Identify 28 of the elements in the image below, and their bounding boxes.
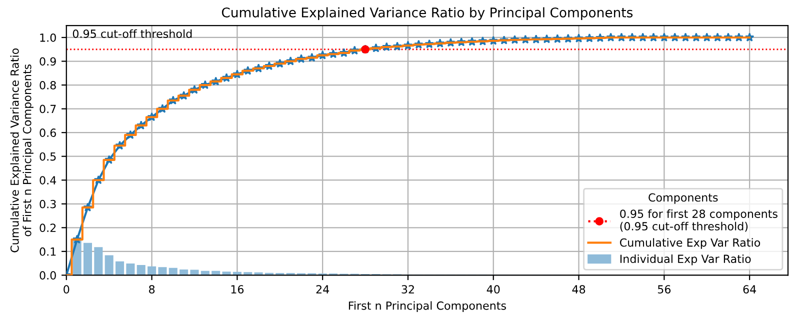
y-tick-label: 0.3	[40, 200, 56, 208]
y-tick-label: 0.8	[40, 81, 56, 90]
legend-title: Components	[648, 193, 718, 204]
y-tick-label: 0.6	[40, 128, 56, 137]
annotation: 0.95 cut-off threshold	[72, 29, 192, 38]
x-tick-label: 32	[402, 285, 414, 294]
x-tick-label: 8	[149, 285, 155, 294]
legend-label: 0.95 for first 28 components (0.95 cut-off threshold)	[620, 209, 778, 232]
y-tick-label: 0.0	[40, 271, 56, 280]
x-axis-title: First n Principal Components	[348, 301, 506, 312]
legend-label: Cumulative Exp Var Ratio	[620, 238, 760, 249]
legend-label: Individual Exp Var Ratio	[620, 254, 751, 266]
x-tick-label: 24	[316, 285, 330, 294]
y-tick-label: 1.0	[40, 33, 56, 42]
y-tick-label: 0.9	[40, 57, 56, 66]
x-tick-label: 40	[486, 285, 500, 294]
y-axis-title: Cumulative Explained Variance Ratio of First n Principal Components	[10, 48, 34, 252]
x-tick-label: 64	[743, 285, 756, 294]
x-tick-label: 0	[64, 285, 70, 294]
x-tick-label: 56	[658, 285, 671, 294]
y-tick-label: 0.2	[40, 224, 56, 232]
y-tick-label: 0.1	[40, 247, 56, 256]
y-tick-label: 0.4	[40, 176, 56, 184]
y-tick-label: 0.7	[40, 104, 56, 114]
x-tick-label: 16	[231, 285, 244, 294]
y-tick-label: 0.5	[40, 152, 56, 161]
x-tick-label: 48	[572, 285, 586, 294]
chart-title: Cumulative Explained Variance Ratio by Principal Components	[222, 7, 633, 20]
